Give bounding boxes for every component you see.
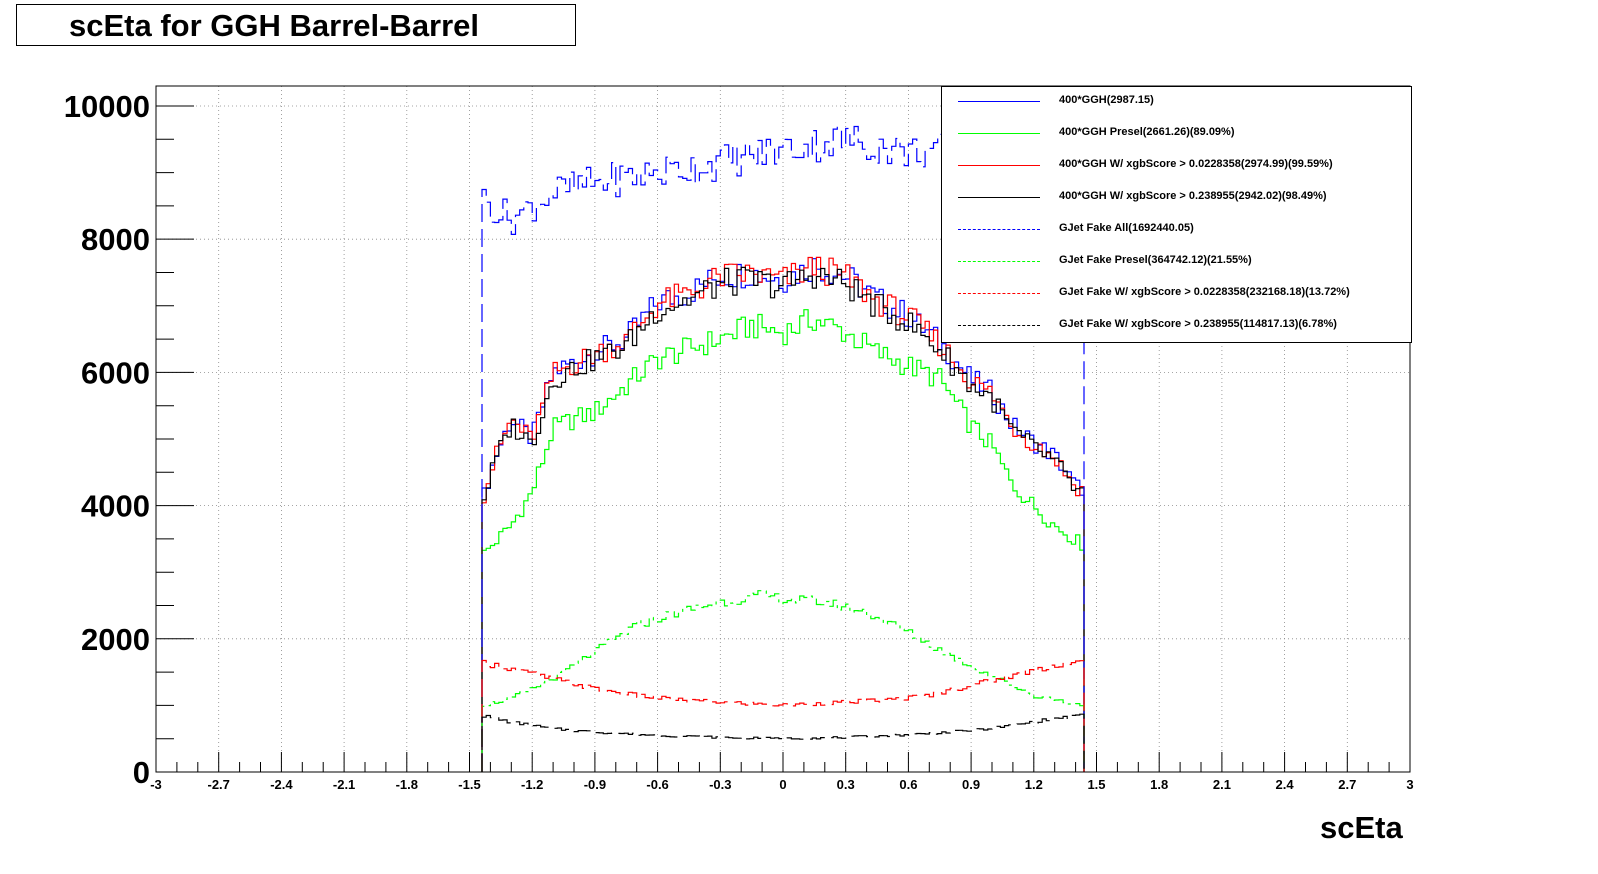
legend-label: GJet Fake Presel(364742.12)(21.55%): [1059, 254, 1252, 266]
legend-entry: GJet Fake All(1692440.05): [942, 220, 1411, 240]
legend-entry: 400*GGH W/ xgbScore > 0.238955(2942.02)(…: [942, 188, 1411, 208]
legend-label: GJet Fake W/ xgbScore > 0.0228358(232168…: [1059, 286, 1350, 298]
legend-entry: GJet Fake Presel(364742.12)(21.55%): [942, 252, 1411, 272]
x-tick-label: 1.5: [1087, 777, 1105, 792]
series-line: [481, 659, 1085, 772]
x-tick-label: 0: [779, 777, 786, 792]
x-tick-label: -0.9: [584, 777, 606, 792]
x-tick-label: -0.3: [709, 777, 731, 792]
x-tick-label: -3: [150, 777, 162, 792]
legend-label: 400*GGH Presel(2661.26)(89.09%): [1059, 126, 1235, 138]
y-tick-label: 4000: [81, 489, 150, 524]
legend-swatch: [958, 325, 1040, 326]
x-tick-label: -2.7: [207, 777, 229, 792]
legend-entry: GJet Fake W/ xgbScore > 0.0228358(232168…: [942, 284, 1411, 304]
x-tick-label: -1.2: [521, 777, 543, 792]
x-tick-label: -1.5: [458, 777, 480, 792]
legend-swatch: [958, 101, 1040, 102]
legend-swatch: [958, 197, 1040, 198]
legend-entry: GJet Fake W/ xgbScore > 0.238955(114817.…: [942, 316, 1411, 336]
x-tick-label: 2.1: [1213, 777, 1231, 792]
legend-swatch: [958, 229, 1040, 230]
y-tick-label: 10000: [64, 89, 150, 124]
y-tick-label: 6000: [81, 355, 150, 390]
legend-label: 400*GGH W/ xgbScore > 0.238955(2942.02)(…: [1059, 190, 1327, 202]
series-line: [481, 309, 1085, 772]
x-tick-label: 0.9: [962, 777, 980, 792]
series-line: [481, 590, 1085, 772]
x-tick-label: 0.3: [837, 777, 855, 792]
x-tick-label: 2.4: [1276, 777, 1295, 792]
y-tick-label: 2000: [81, 622, 150, 657]
series-line: [481, 713, 1085, 772]
x-tick-label: -2.1: [333, 777, 355, 792]
series-line: [481, 256, 1085, 772]
y-tick-label: 8000: [81, 222, 150, 257]
legend-swatch: [958, 165, 1040, 166]
legend-swatch: [958, 261, 1040, 262]
x-tick-label: -1.8: [396, 777, 418, 792]
legend-label: 400*GGH W/ xgbScore > 0.0228358(2974.99)…: [1059, 158, 1333, 170]
x-tick-label: 1.2: [1025, 777, 1043, 792]
chart-title: scEta for GGH Barrel-Barrel: [16, 4, 576, 46]
x-tick-label: -2.4: [270, 777, 293, 792]
legend-label: GJet Fake All(1692440.05): [1059, 222, 1194, 234]
y-tick-labels: 0 2000 4000 6000 8000 10000: [64, 89, 150, 790]
series-line: [481, 266, 1085, 772]
legend-swatch: [958, 293, 1040, 294]
legend-entry: 400*GGH Presel(2661.26)(89.09%): [942, 124, 1411, 144]
x-tick-label: 1.8: [1150, 777, 1168, 792]
series-line: [481, 125, 1085, 772]
x-axis-label: scEta: [1320, 810, 1403, 845]
legend-entry: 400*GGH(2987.15): [942, 92, 1411, 112]
legend-label: GJet Fake W/ xgbScore > 0.238955(114817.…: [1059, 318, 1337, 330]
x-tick-label: -0.6: [646, 777, 668, 792]
legend-label: 400*GGH(2987.15): [1059, 94, 1154, 106]
axis-ticks: [155, 105, 1411, 773]
x-tick-labels: -3 -2.7 -2.4 -2.1 -1.8 -1.5 -1.2 -0.9 -0.6 -0.3 0 0…: [150, 777, 1413, 792]
legend-swatch: [958, 133, 1040, 134]
legend: 400*GGH(2987.15) 400*GGH Presel(2661.26)…: [941, 86, 1412, 343]
series-layer: [481, 125, 1085, 772]
x-tick-label: 3: [1406, 777, 1413, 792]
x-tick-label: 0.6: [899, 777, 917, 792]
x-tick-label: 2.7: [1338, 777, 1356, 792]
legend-entry: 400*GGH W/ xgbScore > 0.0228358(2974.99)…: [942, 156, 1411, 176]
y-tick-label: 0: [133, 755, 150, 790]
